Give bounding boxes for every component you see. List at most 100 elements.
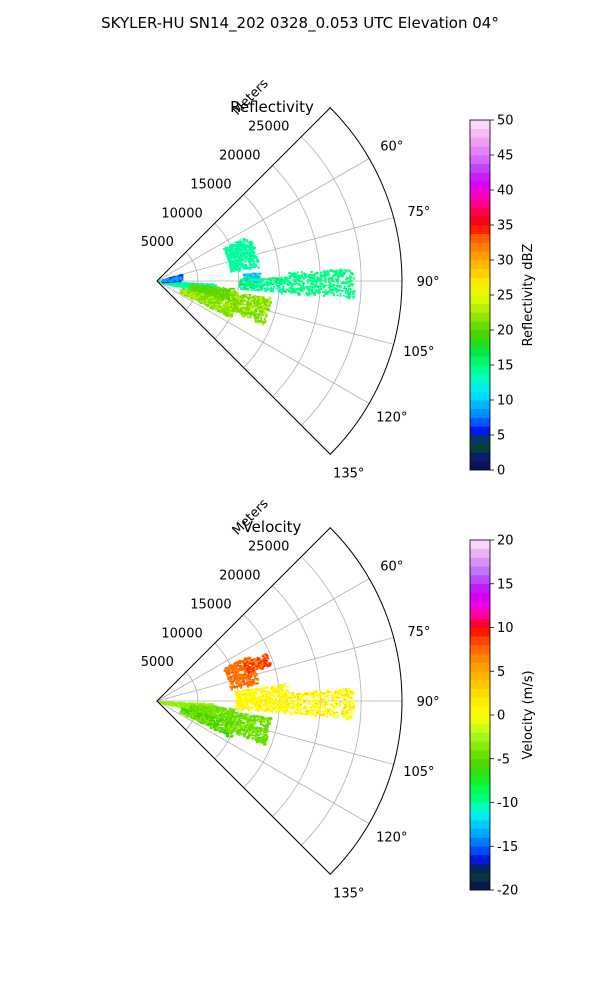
colorbar-segment xyxy=(470,181,490,191)
colorbar-label: Reflectivity dBZ xyxy=(521,244,536,347)
colorbar-segment xyxy=(470,636,490,646)
colorbar-segment xyxy=(470,137,490,147)
radial-tick-label: 5000 xyxy=(141,655,174,670)
colorbar-segment xyxy=(470,207,490,217)
echo-gates xyxy=(238,276,290,295)
colorbar-segment xyxy=(470,583,490,593)
colorbar-segment xyxy=(470,163,490,173)
colorbar-segment xyxy=(470,172,490,182)
echo-region xyxy=(226,712,273,746)
colorbar-segment xyxy=(470,776,490,786)
echo-region xyxy=(243,653,272,674)
angular-tick-label: 90° xyxy=(417,695,440,710)
colorbar-segment xyxy=(470,452,490,462)
radial-tick-label: 20000 xyxy=(219,149,260,164)
colorbar-segment xyxy=(470,251,490,261)
echo-gates-variant xyxy=(288,269,355,299)
colorbar: 0 5 10 15 20 25 30 35 40 45 50 Reflectivity dBZ xyxy=(469,114,536,479)
colorbar-segment xyxy=(470,382,490,392)
angular-tick-label: 135° xyxy=(333,467,364,482)
colorbar-segment xyxy=(470,872,490,882)
colorbar-tick-label: 10 xyxy=(497,621,514,636)
echo-gates-variant xyxy=(180,709,236,736)
panel-title: Velocity xyxy=(243,518,302,536)
echo-region xyxy=(223,238,260,273)
colorbar-segment xyxy=(470,811,490,821)
angular-gridline xyxy=(156,637,394,702)
angular-tick-label: 75° xyxy=(407,205,430,220)
colorbar-tick-label: 5 xyxy=(497,665,505,680)
colorbar-segment xyxy=(470,312,490,322)
colorbar-segment xyxy=(470,881,490,891)
colorbar-segment xyxy=(470,767,490,777)
colorbar-segment xyxy=(470,435,490,445)
colorbar-segment xyxy=(470,128,490,138)
colorbar-segment xyxy=(470,837,490,847)
colorbar-segment xyxy=(470,618,490,628)
colorbar-segment xyxy=(470,645,490,655)
reflectivity-panel: Reflectivity500010000150002000025000Mete… xyxy=(141,76,536,481)
colorbar-segment xyxy=(470,373,490,383)
radial-tick-label: 25000 xyxy=(248,120,289,135)
echo-gates-variant xyxy=(224,240,258,271)
echo-gates-variant xyxy=(288,688,355,716)
echo-field xyxy=(157,238,356,326)
echo-gates-variant xyxy=(227,292,272,325)
colorbar-tick-label: 30 xyxy=(497,254,514,269)
colorbar-segment xyxy=(470,260,490,270)
echo-region xyxy=(179,707,238,738)
radial-tick-label: 25000 xyxy=(248,540,289,555)
colorbar-segment xyxy=(470,548,490,558)
colorbar-segment xyxy=(470,802,490,812)
colorbar-segment xyxy=(470,680,490,690)
angular-tick-label: 105° xyxy=(403,765,434,780)
angular-tick-label: 120° xyxy=(376,411,407,426)
colorbar-segment xyxy=(470,443,490,453)
colorbar-segment xyxy=(470,417,490,427)
colorbar-segment xyxy=(470,286,490,296)
colorbar-tick-label: -20 xyxy=(497,884,518,899)
colorbar-tick-label: 45 xyxy=(497,149,514,164)
echo-gates-variant xyxy=(162,276,183,283)
echo-gates-variant xyxy=(238,277,288,293)
echo-gates xyxy=(226,712,273,746)
colorbar-segment xyxy=(470,662,490,672)
colorbar-tick-label: 25 xyxy=(497,289,514,304)
colorbar-segment xyxy=(470,190,490,200)
colorbar-segment xyxy=(470,557,490,567)
echo-region xyxy=(223,656,260,691)
colorbar-segment xyxy=(470,356,490,366)
colorbar-segment xyxy=(470,330,490,340)
colorbar-tick-label: 50 xyxy=(497,114,514,129)
echo-gates xyxy=(243,653,272,674)
colorbar-segment xyxy=(470,146,490,156)
colorbar-segment xyxy=(470,723,490,733)
colorbar-segment xyxy=(470,820,490,830)
colorbar-tick-label: -5 xyxy=(497,752,510,767)
colorbar-segment xyxy=(470,741,490,751)
angular-tick-label: 135° xyxy=(333,887,364,902)
colorbar-tick-label: 10 xyxy=(497,394,514,409)
colorbar-tick-label: 5 xyxy=(497,429,505,444)
echo-gates-variant xyxy=(227,712,271,744)
colorbar-tick-label: 0 xyxy=(497,709,505,724)
angular-tick-label: 105° xyxy=(403,345,434,360)
colorbar-tick-label: -15 xyxy=(497,840,518,855)
colorbar-segment xyxy=(470,793,490,803)
echo-gates-variant xyxy=(180,289,238,318)
colorbar-segment xyxy=(470,575,490,585)
colorbar-segment xyxy=(470,120,490,130)
colorbar-tick-label: 40 xyxy=(497,184,514,199)
angular-gridline xyxy=(156,158,370,282)
colorbar-segment xyxy=(470,855,490,865)
radial-tick-label: 5000 xyxy=(141,235,174,250)
colorbar-segment xyxy=(470,828,490,838)
echo-gates-variant xyxy=(226,657,257,689)
echo-gates-variant xyxy=(234,683,288,712)
colorbar-segment xyxy=(470,540,490,550)
colorbar-segment xyxy=(470,268,490,278)
radial-tick-label: 10000 xyxy=(161,626,202,641)
angular-tick-label: 60° xyxy=(380,559,403,574)
colorbar-segment xyxy=(470,216,490,226)
colorbar-segment xyxy=(470,225,490,235)
